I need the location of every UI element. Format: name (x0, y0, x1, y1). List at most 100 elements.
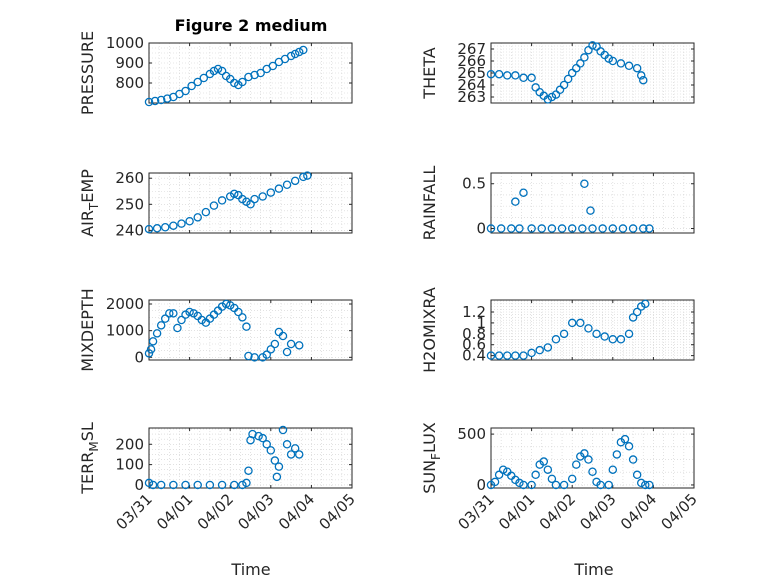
data-point (201, 207, 211, 217)
y-axis-label: H2OMIXRA (420, 287, 439, 373)
data-point (209, 201, 219, 210)
data-point (616, 335, 626, 344)
data-point (639, 224, 648, 233)
data-point (527, 348, 536, 358)
y-tick-label: 240 (115, 221, 144, 239)
axes-box (148, 427, 353, 489)
data-point (502, 71, 512, 80)
data-point (217, 66, 227, 76)
x-tick-label: 04/01 (153, 490, 196, 533)
data-point (181, 86, 190, 96)
data-point (612, 450, 622, 459)
data-point (209, 66, 219, 76)
data-point (580, 53, 589, 62)
data-point (584, 45, 593, 55)
data-point (177, 219, 186, 228)
data-point (543, 465, 553, 474)
data-point (274, 462, 284, 471)
data-point (547, 474, 557, 484)
data-point (557, 224, 567, 233)
data-point (547, 224, 557, 233)
data-point (551, 480, 561, 490)
data-point (645, 480, 654, 490)
data-point (290, 176, 300, 186)
y-axis-label: PRESSURE (78, 31, 97, 115)
y-tick-label: 263 (457, 88, 486, 106)
y-tick-label: 0.8 (462, 325, 486, 343)
data-point (238, 480, 247, 490)
data-point (608, 335, 618, 344)
data-point (169, 221, 178, 230)
data-point (193, 480, 202, 490)
y-tick-label: 2000 (106, 295, 144, 313)
data-point (193, 213, 202, 222)
y-tick-label: 0 (476, 220, 486, 238)
data-point (584, 324, 593, 333)
xlabel-right: Time (573, 560, 613, 579)
data-point (519, 351, 528, 360)
data-point (527, 224, 536, 233)
data-point (580, 449, 589, 458)
data-point (144, 224, 154, 234)
data-point (156, 480, 166, 490)
y-tick-label: 100 (115, 456, 144, 474)
data-point (618, 224, 628, 233)
subplot-pressure: 800 900 1000 PRESSURE (78, 31, 353, 115)
data-point (238, 313, 247, 322)
y-tick-label: 1 (476, 314, 486, 332)
data-point (567, 474, 577, 484)
data-point (177, 315, 186, 325)
data-point (632, 63, 642, 73)
data-point (160, 223, 170, 232)
data-point (527, 480, 536, 490)
data-point (144, 97, 154, 107)
data-point (636, 71, 646, 80)
data-point (242, 322, 251, 331)
data-point (173, 323, 182, 333)
data-point (641, 480, 650, 490)
data-point (160, 314, 170, 323)
data-point (258, 433, 267, 443)
y-tick-label: 1.2 (462, 303, 486, 321)
data-point (246, 200, 255, 209)
data-point (282, 347, 292, 357)
data-point (294, 47, 304, 57)
data-point (511, 197, 520, 206)
data-point (527, 73, 536, 83)
data-point (519, 188, 528, 197)
x-tick-label: 03/31 (113, 490, 156, 533)
data-point (486, 351, 496, 360)
data-point (230, 480, 239, 490)
subplot-rainfall: 0 0.5 RAINFALL (420, 166, 695, 240)
data-point (156, 95, 166, 105)
data-point (559, 80, 569, 90)
y-axis-label: AIRTEMP (78, 169, 101, 237)
y-tick-label: 200 (115, 435, 144, 453)
data-point (616, 59, 626, 68)
data-point (217, 196, 227, 205)
subplot-h2omixra: 0.40.60.811.2 H2OMIXRA (420, 287, 695, 373)
x-tick-label: 04/04 (617, 490, 660, 533)
x-tick-label: 04/05 (658, 490, 701, 533)
data-point (496, 224, 506, 233)
data-point (303, 171, 312, 180)
data-point (152, 329, 162, 338)
data-point (586, 206, 595, 215)
data-point (515, 224, 524, 233)
data-point (604, 480, 613, 490)
data-point (169, 480, 178, 490)
data-point (537, 224, 547, 233)
data-point (576, 318, 585, 328)
data-point (624, 61, 634, 71)
data-point (620, 434, 630, 444)
data-point (238, 77, 247, 87)
data-point (254, 431, 263, 441)
y-tick-label: 0 (134, 348, 144, 366)
data-point (588, 467, 597, 476)
data-point (572, 63, 581, 73)
data-point (230, 78, 239, 88)
x-tick-label: 04/03 (234, 490, 277, 533)
